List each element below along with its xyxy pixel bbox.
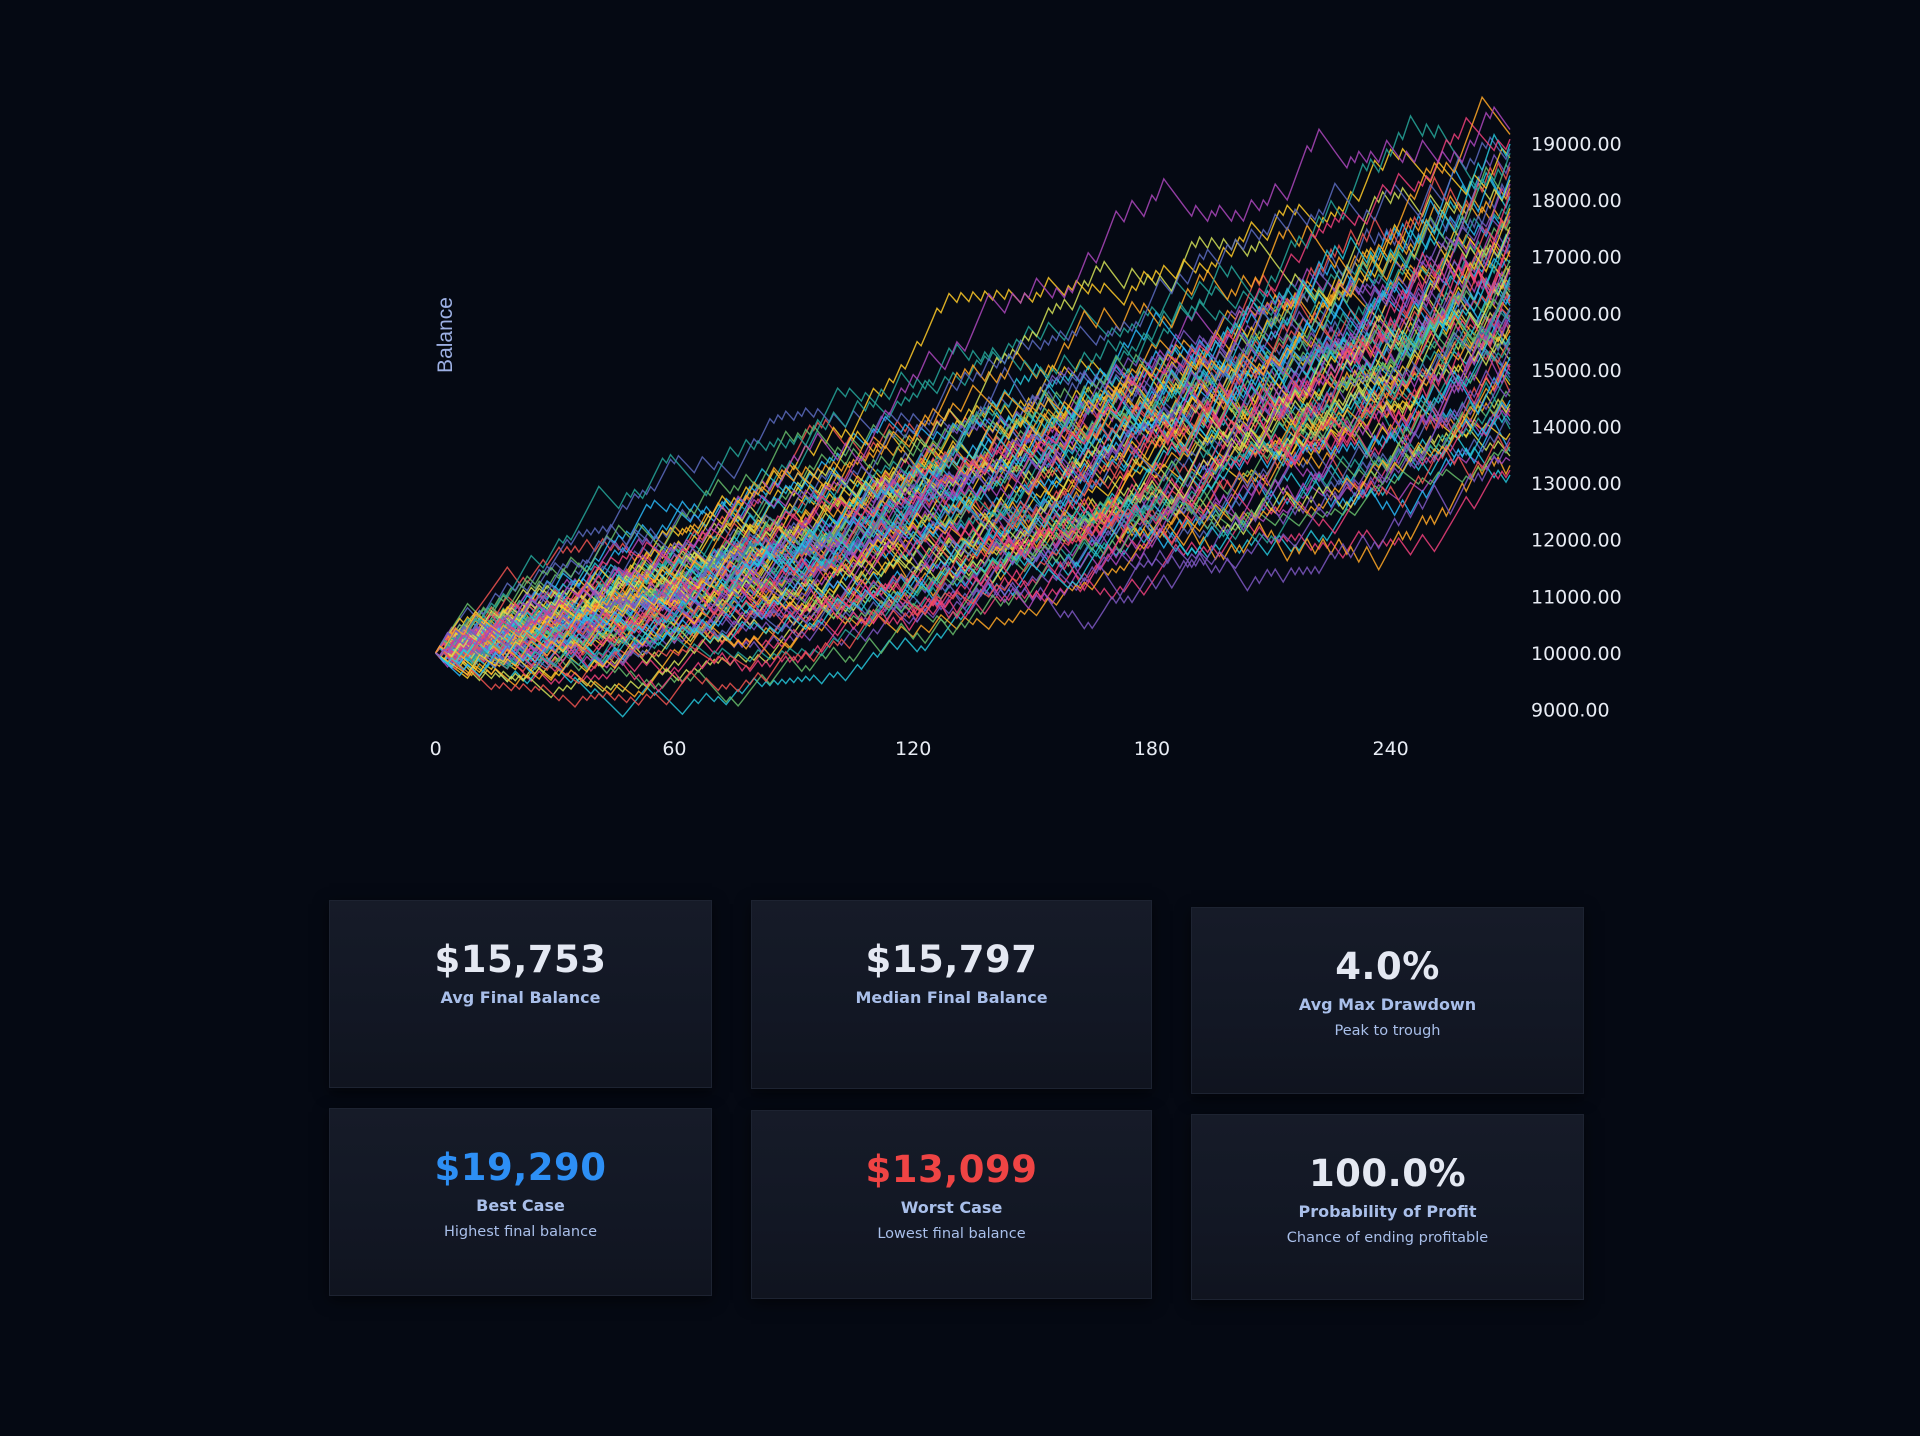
median-final-balance-label: Median Final Balance [855,988,1048,1007]
avg-max-drawdown-sub: Peak to trough [1334,1023,1441,1039]
x-tick-label: 240 [1373,738,1409,760]
y-tick-label: 19000.00 [1531,133,1622,155]
simulation-path-line [435,116,1511,654]
y-tick-label: 15000.00 [1531,360,1622,382]
worst-case-label: Worst Case [900,1198,1003,1217]
simulation-path-line [435,360,1511,698]
median-final-balance-card: $15,797 Median Final Balance [751,900,1152,1089]
probability-of-profit-card: 100.0% Probability of Profit Chance of e… [1191,1114,1584,1300]
simulation-path-line [435,259,1511,658]
median-final-balance-value: $15,797 [865,938,1038,981]
y-tick-label: 16000.00 [1531,303,1622,325]
avg-final-balance-value: $15,753 [434,938,607,981]
best-case-label: Best Case [476,1196,565,1215]
simulation-path-line [435,326,1511,662]
simulation-path-line [435,114,1511,658]
simulation-path-line [435,135,1511,658]
series-lines [435,95,1511,718]
simulation-path-line [435,146,1511,676]
avg-final-balance-label: Avg Final Balance [440,988,601,1007]
y-axis-label: Balance [434,297,457,373]
x-axis-ticks: 0 60 120 180 240 [430,738,1409,760]
simulation-path-line [435,279,1511,672]
simulation-path-line [435,153,1511,654]
best-case-value: $19,290 [434,1146,607,1189]
probability-of-profit-sub: Chance of ending profitable [1286,1230,1489,1246]
x-tick-label: 180 [1134,738,1170,760]
simulation-path-line [435,184,1511,661]
chart-svg: 9000.00 10000.00 11000.00 12000.00 13000.00 1… [430,95,1622,760]
simulation-path-line [435,412,1511,718]
worst-case-sub: Lowest final balance [877,1226,1026,1242]
probability-of-profit-label: Probability of Profit [1298,1202,1477,1221]
monte-carlo-chart: 9000.00 10000.00 11000.00 12000.00 13000.00 1… [430,95,1622,760]
simulation-path-line [435,237,1511,659]
y-tick-label: 13000.00 [1531,473,1622,495]
y-tick-label: 10000.00 [1531,643,1622,665]
x-tick-label: 120 [895,738,931,760]
simulation-path-line [435,183,1511,658]
avg-max-drawdown-value: 4.0% [1335,945,1440,988]
y-tick-label: 9000.00 [1531,700,1610,722]
avg-max-drawdown-card: 4.0% Avg Max Drawdown Peak to trough [1191,907,1584,1094]
simulation-path-line [435,321,1511,693]
best-case-card: $19,290 Best Case Highest final balance [329,1108,712,1296]
simulation-path-line [435,204,1511,670]
simulation-path-line [435,161,1511,708]
y-tick-label: 17000.00 [1531,247,1622,269]
simulation-path-line [435,408,1511,699]
simulation-path-line [435,105,1511,657]
simulation-path-line [435,361,1511,662]
simulation-path-line [435,308,1511,685]
simulation-path-line [435,162,1511,654]
x-tick-label: 0 [430,738,442,760]
simulation-path-line [435,132,1511,665]
simulation-path-line [435,95,1511,654]
y-tick-label: 18000.00 [1531,190,1622,212]
y-axis-ticks: 9000.00 10000.00 11000.00 12000.00 13000.00 1… [1531,133,1622,721]
simulation-path-line [435,192,1511,659]
best-case-sub: Highest final balance [443,1224,598,1240]
simulation-path-line [435,393,1511,683]
simulation-path-line [435,229,1511,680]
simulation-path-line [435,398,1511,661]
simulation-path-line [435,331,1511,707]
simulation-path-line [435,260,1511,654]
worst-case-card: $13,099 Worst Case Lowest final balance [751,1110,1152,1299]
x-tick-label: 60 [662,738,686,760]
y-tick-label: 11000.00 [1531,586,1622,608]
probability-of-profit-value: 100.0% [1308,1152,1467,1195]
simulation-path-line [435,179,1511,658]
avg-max-drawdown-label: Avg Max Drawdown [1298,995,1477,1014]
y-tick-label: 14000.00 [1531,416,1622,438]
avg-final-balance-card: $15,753 Avg Final Balance [329,900,712,1088]
worst-case-value: $13,099 [865,1148,1038,1191]
y-tick-label: 12000.00 [1531,530,1622,552]
